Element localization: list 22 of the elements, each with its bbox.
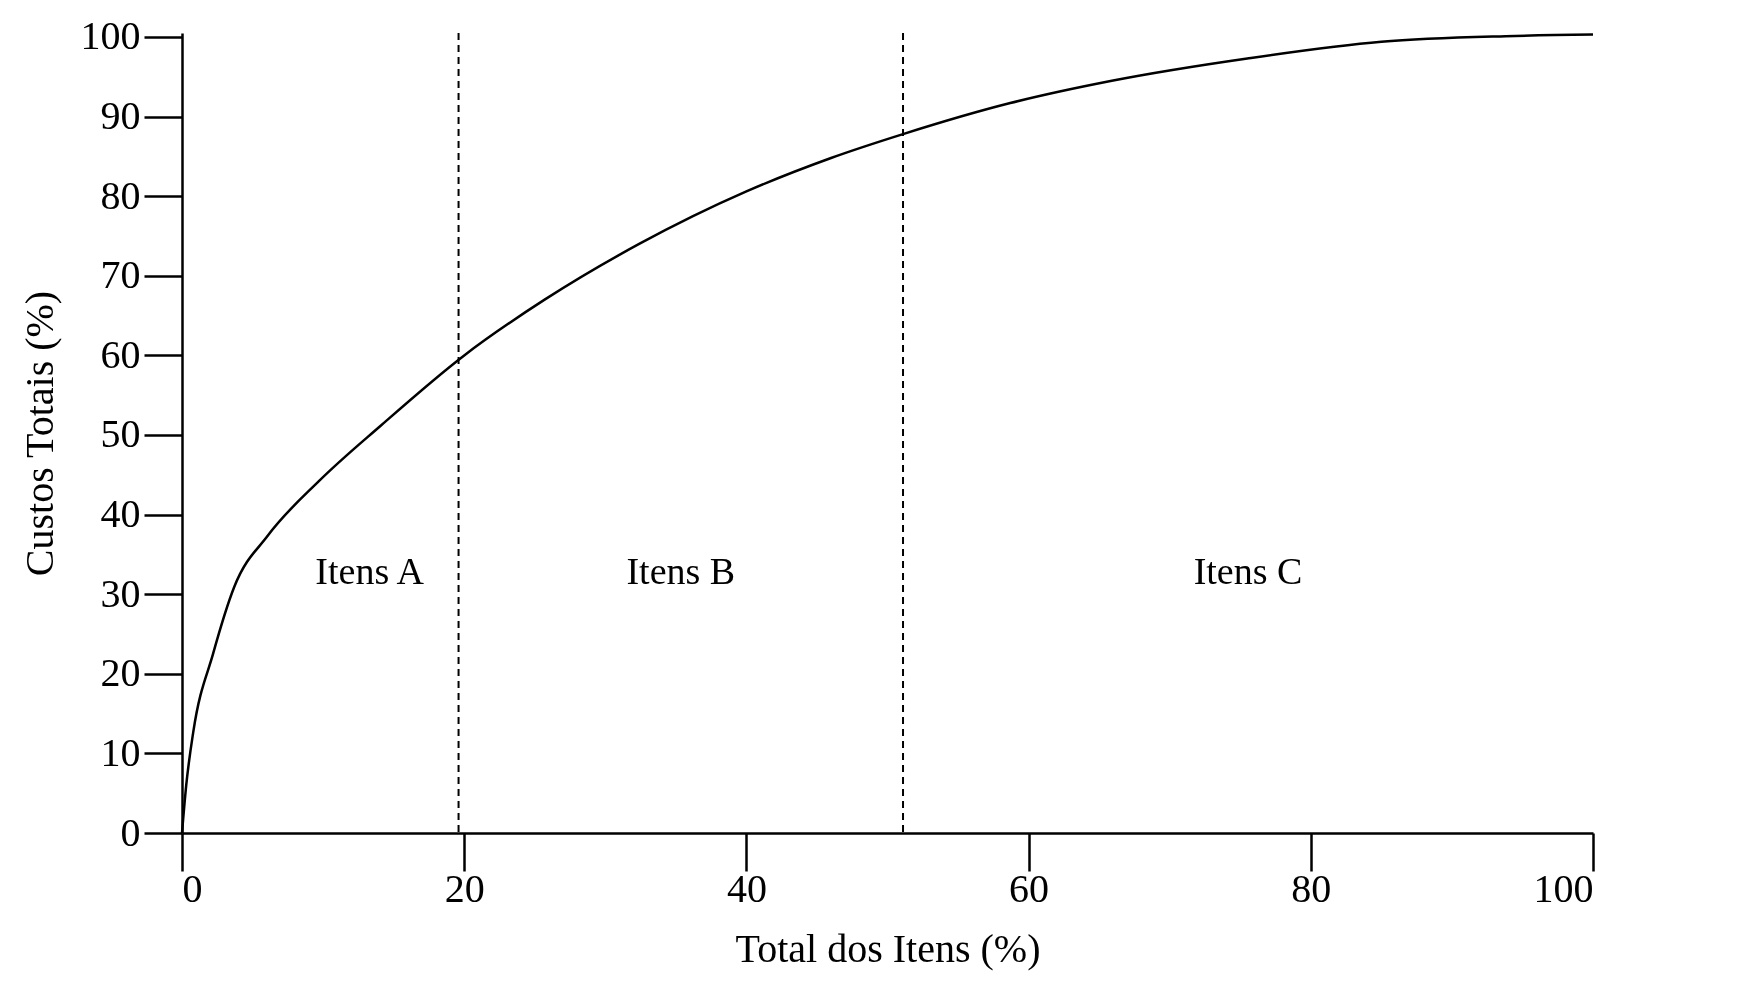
x-tick-label: 80: [1291, 865, 1332, 911]
annotation: Itens C: [1193, 550, 1303, 592]
x-tick-label: 100: [1533, 865, 1594, 911]
y-tick-label: 90: [100, 93, 141, 139]
y-tick-label: 60: [100, 331, 141, 377]
annotation: Itens B: [626, 550, 736, 592]
y-tick-label: 40: [100, 491, 141, 537]
y-tick-label: 10: [100, 729, 141, 775]
x-tick-label: 60: [1009, 865, 1050, 911]
x-axis-title: Total dos Itens (%): [735, 925, 1041, 971]
y-tick-label: 20: [100, 650, 141, 696]
y-tick-label: 100: [80, 13, 141, 59]
x-tick-label: 20: [444, 865, 485, 911]
y-tick-label: 80: [100, 172, 141, 218]
y-tick-label: 30: [100, 570, 141, 616]
x-tick-label: 40: [726, 865, 767, 911]
y-axis-title: Custos Totais (%): [16, 290, 62, 577]
y-tick-label: 0: [120, 809, 141, 855]
x-tick-label: 0: [182, 865, 203, 911]
y-tick-label: 50: [100, 411, 141, 457]
annotation: Itens A: [315, 550, 425, 592]
y-tick-label: 70: [100, 252, 141, 298]
